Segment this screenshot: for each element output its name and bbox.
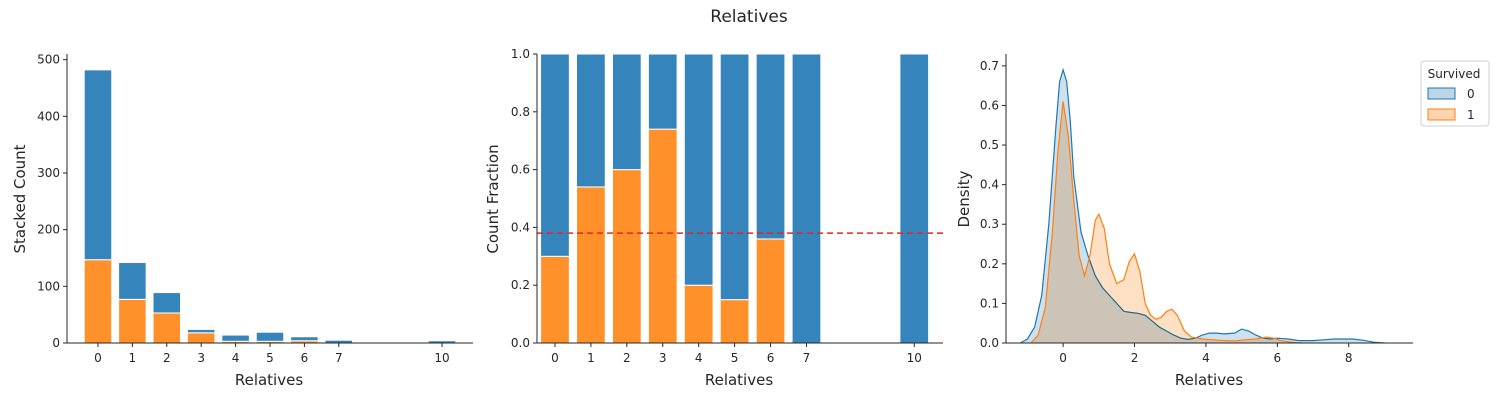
density-xtick-label-2: 4 [1202,351,1210,365]
count-fraction-bar-2-survived-1 [611,169,642,344]
count-fraction-axes [536,54,943,344]
count-fraction-xtick-label-5: 5 [731,351,739,365]
legend-label-1: 1 [1467,108,1475,122]
count-fraction-xtick-label-0: 0 [551,351,559,365]
density-ytick-label-5: 0.5 [980,138,999,152]
stacked-count-bar-6-survived-0 [290,336,319,342]
stacked-count-xlabel: Relatives [235,371,303,389]
legend-title: Survived [1428,67,1481,81]
legend-label-0: 0 [1467,87,1475,101]
stacked-count-ytick-label-0: 0 [52,336,60,350]
count-fraction-xtick-label-7: 7 [803,351,811,365]
count-fraction-ylabel: Count Fraction [484,144,502,253]
count-fraction-xtick-label-4: 4 [695,351,703,365]
count-fraction-bar-1-survived-1 [576,186,606,344]
stacked-count-bar-5-survived-0 [255,331,285,342]
stacked-count-ytick-label-3: 300 [37,166,60,180]
count-fraction-bar-3-survived-1 [647,128,678,344]
legend-swatch-0 [1427,87,1456,100]
count-fraction-xtick-label-3: 3 [659,351,667,365]
count-fraction-bar-1-survived-0 [576,53,606,188]
density-xtick-label-4: 8 [1345,351,1353,365]
stacked-count-xtick-label-0: 0 [94,351,102,365]
density-panel: 0.00.10.20.30.40.50.60.70 2 4 6 8 Relatives … [955,54,1413,389]
density-xtick-label-0: 0 [1059,351,1067,365]
stacked-count-bar-2-survived-0 [152,292,182,314]
count-fraction-xtick-label-8: 10 [907,351,922,365]
count-fraction-bars [537,53,943,344]
stacked-count-ytick-label-4: 400 [37,109,60,123]
density-ticks: 0.0 0.1 0.2 0.3 0.4 0.5 0.6 0.7 0 2 4 6 8 [980,59,1353,365]
stacked-count-ytick-label-5: 500 [37,53,60,67]
stacked-count-bars [83,69,457,344]
stacked-count-axes [66,54,473,344]
density-ytick-label-4: 0.4 [980,178,999,192]
count-fraction-xtick-label-2: 2 [623,351,631,365]
stacked-count-xtick-label-6: 6 [301,351,309,365]
count-fraction-bar-5-survived-1 [719,299,750,344]
stacked-count-bar-2-survived-1 [152,312,182,344]
stacked-count-xtick-label-8: 10 [434,351,449,365]
count-fraction-bar-0-survived-0 [540,53,570,257]
stacked-count-xtick-label-1: 1 [129,351,137,365]
count-fraction-ytick-label-4: 0.8 [511,105,530,119]
density-ytick-label-3: 0.3 [980,217,999,231]
count-fraction-ytick-label-5: 1.0 [511,47,530,61]
density-ytick-label-7: 0.7 [980,59,999,73]
count-fraction-panel: 0.0 0.2 0.4 0.6 0.8 1.0 0 1 2 3 4 5 6 7 10 Relatives C… [484,47,943,389]
count-fraction-xtick-label-1: 1 [587,351,595,365]
count-fraction-ytick-label-3: 0.6 [511,163,530,177]
count-fraction-bar-2-survived-0 [611,53,642,171]
stacked-count-ylabel: Stacked Count [11,144,29,253]
count-fraction-bar-3-survived-0 [647,53,678,130]
count-fraction-bar-4-survived-1 [683,284,714,344]
stacked-count-bar-1-survived-0 [118,262,147,300]
count-fraction-ytick-label-2: 0.4 [511,220,530,234]
stacked-count-bar-1-survived-1 [118,298,147,344]
count-fraction-bar-7-survived-0 [791,53,822,344]
legend-swatch-1 [1427,108,1456,121]
density-axes [1005,54,1413,344]
count-fraction-bar-5-survived-0 [719,53,750,301]
stacked-count-xtick-label-4: 4 [232,351,240,365]
density-ytick-label-0: 0.0 [980,336,999,350]
count-fraction-bar-10-survived-0 [899,53,930,344]
density-areas [1020,67,1385,344]
stacked-count-panel: 0 100 200 300 400 500 0 1 2 3 4 5 6 7 10 Relatives Sta… [11,53,473,389]
density-ylabel: Density [955,170,973,227]
density-ytick-label-2: 0.2 [980,257,999,271]
count-fraction-ytick-label-1: 0.2 [511,278,530,292]
stacked-count-xtick-label-2: 2 [163,351,171,365]
count-fraction-bar-4-survived-0 [683,53,714,286]
density-xlabel: Relatives [1175,371,1243,389]
stacked-count-bar-0-survived-0 [83,69,113,261]
count-fraction-bar-6-survived-0 [755,53,786,240]
density-xtick-label-3: 6 [1274,351,1282,365]
stacked-count-bar-3-survived-1 [186,332,216,344]
stacked-count-xtick-label-7: 7 [335,351,343,365]
stacked-count-bar-4-survived-0 [221,334,250,342]
legend: Survived 0 1 [1420,60,1490,127]
count-fraction-xtick-label-6: 6 [767,351,775,365]
stacked-count-xtick-label-5: 5 [266,351,274,365]
stacked-count-xtick-label-3: 3 [197,351,205,365]
density-ytick-label-1: 0.1 [980,296,999,310]
stacked-count-bar-3-survived-0 [186,328,216,334]
stacked-count-ytick-label-1: 100 [37,279,60,293]
figure-title: Relatives [710,7,788,27]
stacked-count-ytick-label-2: 200 [37,223,60,237]
stacked-count-ticks: 0 100 200 300 400 500 0 1 2 3 4 5 6 7 10 [37,53,450,365]
density-ytick-label-6: 0.6 [980,98,999,112]
density-curve-survived-1 [1030,101,1303,344]
count-fraction-xlabel: Relatives [705,371,773,389]
density-xtick-label-1: 2 [1131,351,1139,365]
stacked-count-bar-0-survived-1 [83,259,113,344]
count-fraction-bar-6-survived-1 [755,238,786,344]
count-fraction-ytick-label-0: 0.0 [511,336,530,350]
count-fraction-ticks: 0.0 0.2 0.4 0.6 0.8 1.0 0 1 2 3 4 5 6 7 10 [511,47,922,365]
count-fraction-bar-0-survived-1 [540,255,570,344]
density-area-survived-1 [1031,101,1303,343]
